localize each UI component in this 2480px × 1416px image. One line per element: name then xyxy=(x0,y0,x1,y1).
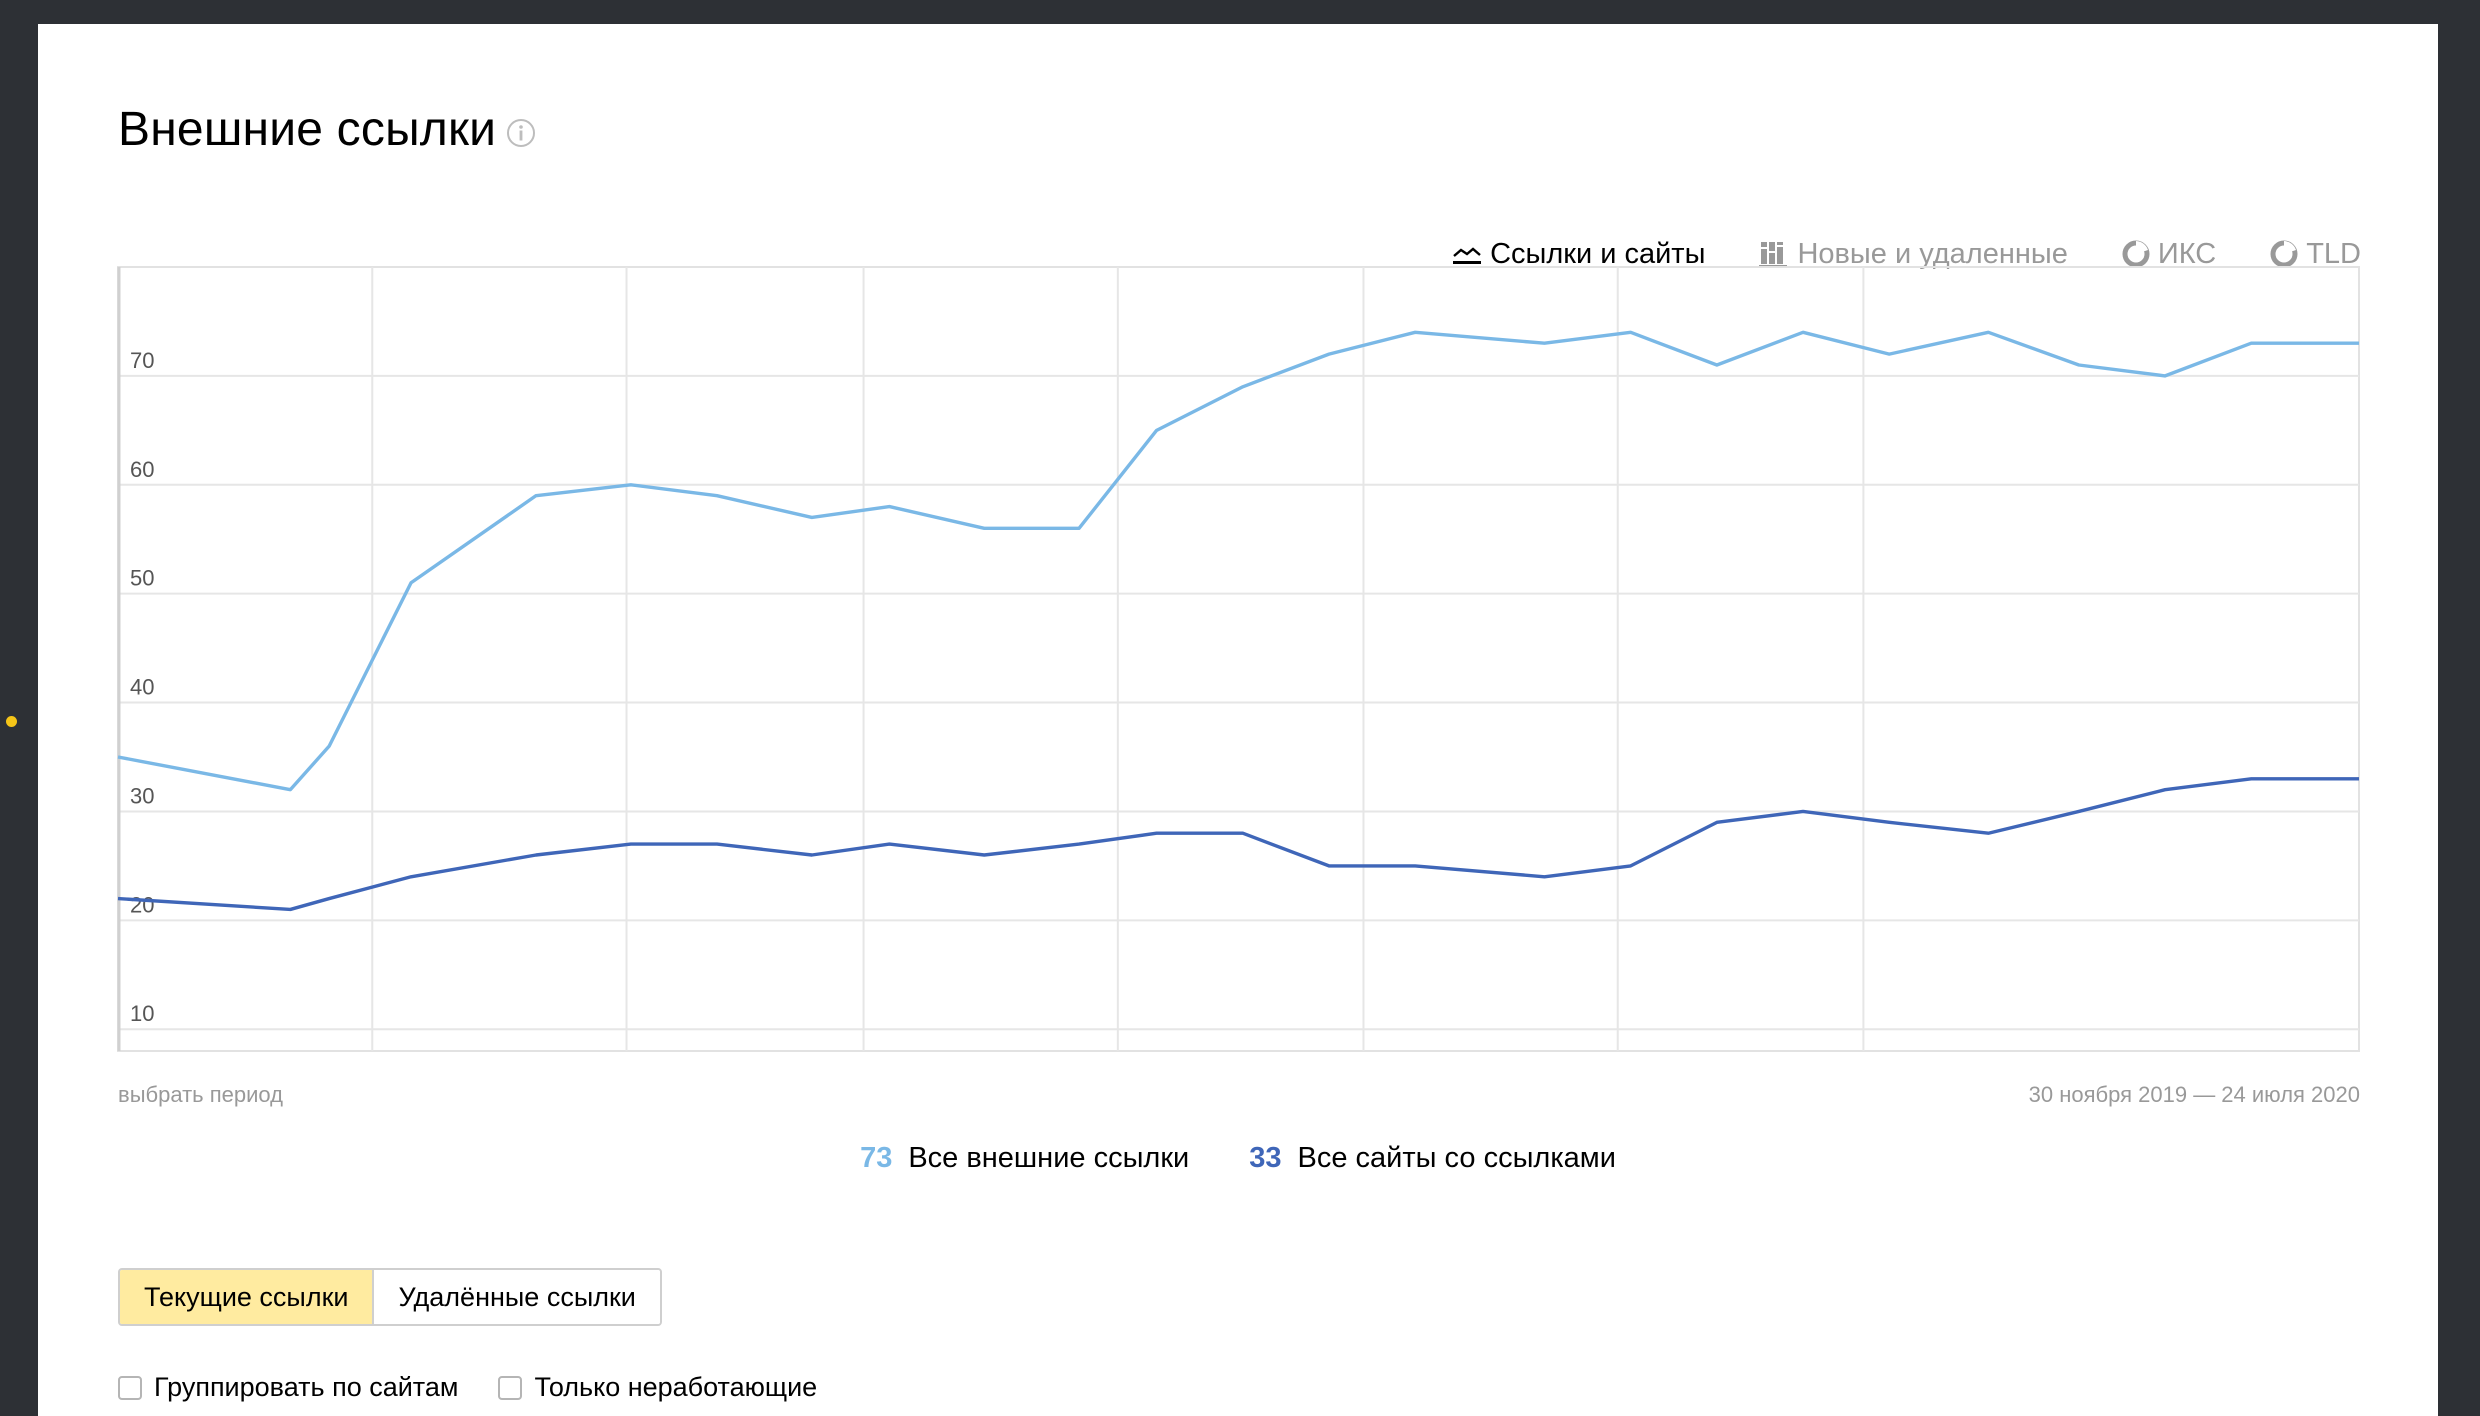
only-broken-filter[interactable]: Только неработающие xyxy=(498,1372,817,1403)
y-tick-label: 60 xyxy=(130,457,154,482)
chart-type-tabs: Ссылки и сайты Новые и удаленные ИКС xyxy=(1398,234,2361,274)
tab-links-and-sites[interactable]: Ссылки и сайты xyxy=(1452,238,1705,271)
y-tick-label: 30 xyxy=(130,783,154,808)
page-title: Внешние ссылки xyxy=(118,103,497,156)
tab-label: Ссылки и сайты xyxy=(1490,237,1706,270)
tab-label: Новые и удаленные xyxy=(1797,237,2068,270)
filter-label: Группировать по сайтам xyxy=(154,1372,459,1402)
y-tick-label: 70 xyxy=(130,348,154,373)
filter-label: Только неработающие xyxy=(534,1372,818,1402)
info-icon[interactable] xyxy=(506,118,536,148)
filters: Группировать по сайтам Только неработающ… xyxy=(118,1372,857,1403)
select-period-link[interactable]: выбрать период xyxy=(118,1082,283,1107)
current-links-button[interactable]: Текущие ссылки xyxy=(120,1270,373,1324)
tab-label: TLD xyxy=(2306,237,2361,270)
external-links-panel: Внешние ссылки Ссылки и сайты Новые и у xyxy=(38,24,2438,1416)
tab-label: ИКС xyxy=(2157,237,2217,270)
pie-chart-icon xyxy=(2270,240,2298,268)
status-dot xyxy=(6,716,17,727)
legend-value: 33 xyxy=(1249,1142,1282,1174)
links-line-chart: 10 20 30 40 50 60 70 xyxy=(117,266,2360,1052)
pie-chart-icon xyxy=(2122,240,2150,268)
links-toggle: Текущие ссылки Удалённые ссылки xyxy=(118,1268,662,1326)
deleted-links-button[interactable]: Удалённые ссылки xyxy=(372,1270,660,1324)
line-chart-icon xyxy=(1453,247,1482,264)
series-line-all-sites xyxy=(117,777,2359,912)
group-by-sites-checkbox[interactable] xyxy=(118,1375,142,1400)
y-tick-label: 40 xyxy=(130,675,154,700)
legend-value: 73 xyxy=(860,1142,893,1174)
series-line-all-links xyxy=(117,330,2359,792)
plot-frame xyxy=(117,266,2360,1052)
chart-legend: 73 Все внешние ссылки 33 Все сайты со сс… xyxy=(38,1142,2438,1175)
only-broken-checkbox[interactable] xyxy=(498,1375,523,1400)
y-tick-label: 50 xyxy=(130,566,154,591)
group-by-sites-filter[interactable]: Группировать по сайтам xyxy=(118,1372,458,1403)
tab-iks[interactable]: ИКС xyxy=(2122,238,2216,271)
legend-item-all-sites[interactable]: 33 Все сайты со ссылками xyxy=(1249,1142,1616,1175)
tab-tld[interactable]: TLD xyxy=(2270,238,2361,271)
legend-label: Все сайты со ссылками xyxy=(1297,1142,1616,1174)
y-tick-label: 20 xyxy=(130,892,154,917)
period-range: 30 ноября 2019 — 24 июля 2020 xyxy=(2028,1082,2360,1107)
legend-item-all-links[interactable]: 73 Все внешние ссылки xyxy=(860,1142,1189,1175)
y-tick-label: 10 xyxy=(130,1001,154,1026)
legend-label: Все внешние ссылки xyxy=(908,1142,1190,1174)
